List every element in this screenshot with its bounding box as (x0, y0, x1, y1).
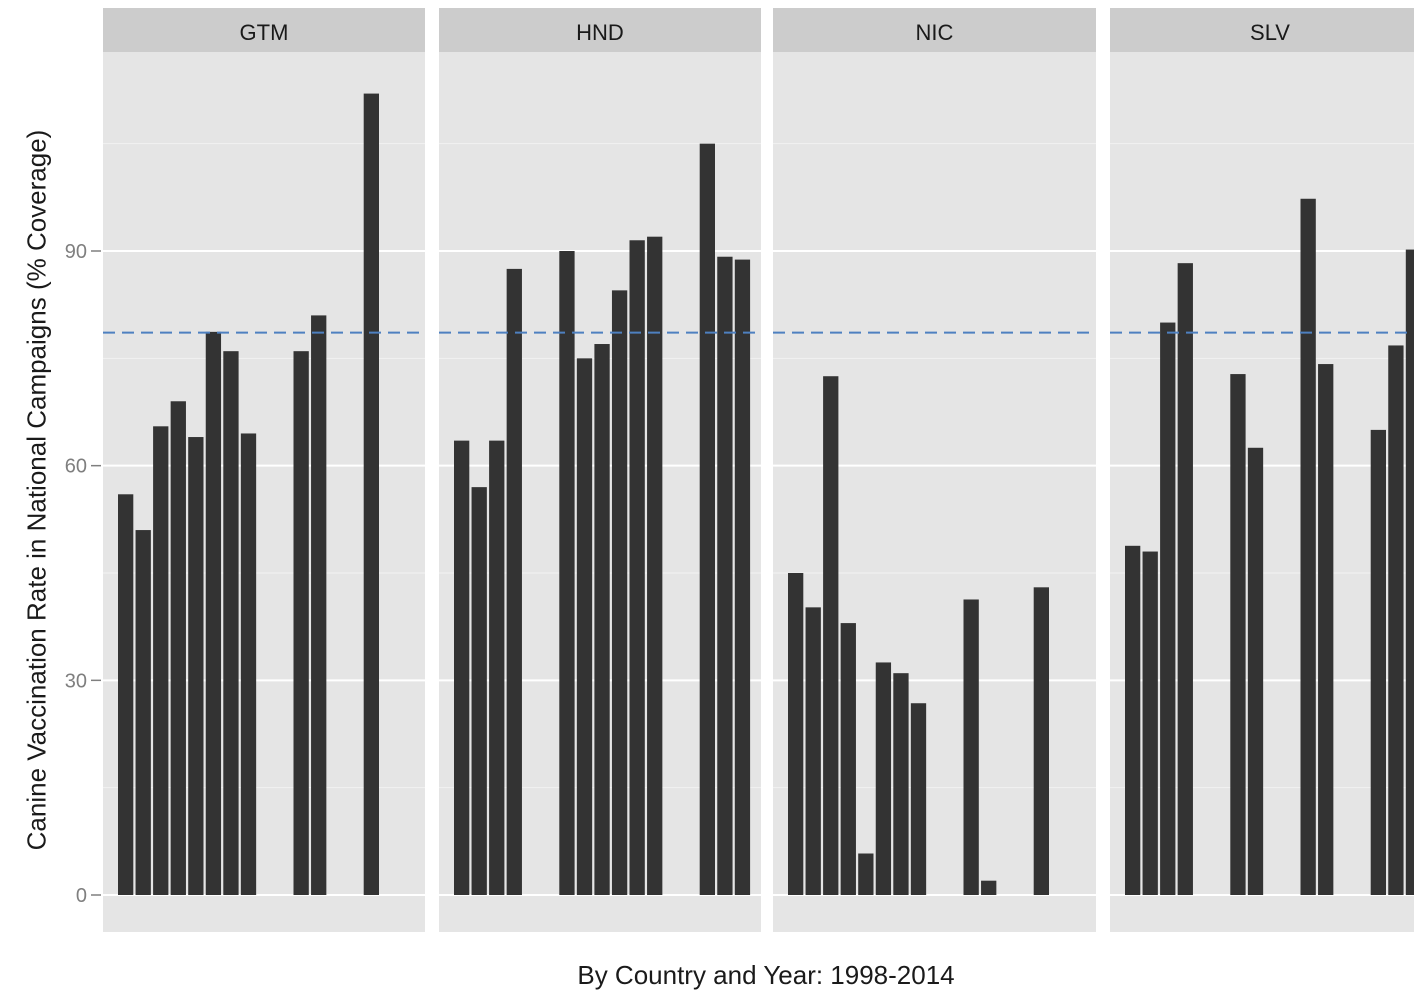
bar-slv-2004 (1230, 374, 1246, 895)
bar-slv-2013 (1388, 345, 1404, 895)
bar-nic-2012 (1033, 587, 1049, 895)
bar-slv-2005 (1247, 447, 1264, 895)
bar-slv-2000 (1160, 322, 1176, 895)
bar-nic-2001 (840, 623, 856, 895)
bar-hnd-2014 (734, 259, 751, 895)
bar-nic-2000 (823, 376, 839, 895)
bar-nic-1999 (805, 607, 821, 895)
facet-strip-gtm (103, 8, 425, 52)
bar-slv-1998 (1125, 545, 1141, 895)
bar-hnd-2007 (611, 290, 628, 895)
bar-slv-2008 (1300, 198, 1316, 895)
bar-gtm-1999 (135, 530, 151, 895)
facet-label-nic: NIC (916, 20, 954, 45)
bar-hnd-2004 (559, 251, 575, 895)
bar-gtm-2003 (205, 331, 222, 895)
facet-label-gtm: GTM (240, 20, 289, 45)
bar-gtm-2001 (170, 401, 186, 895)
bar-nic-2003 (875, 662, 892, 895)
bar-slv-1999 (1142, 551, 1158, 895)
bar-gtm-2009 (311, 315, 327, 895)
bar-slv-2009 (1318, 364, 1334, 896)
bar-hnd-1998 (454, 440, 470, 895)
bar-hnd-2013 (717, 256, 733, 895)
y-tick-label: 60 (65, 456, 87, 478)
x-axis-label: By Country and Year: 1998-2014 (577, 960, 955, 990)
y-axis-label-container: Canine Vaccination Rate in National Camp… (0, 0, 60, 972)
bar-nic-2009 (981, 880, 997, 895)
bar-hnd-2006 (594, 344, 610, 895)
bar-nic-2002 (858, 853, 874, 895)
bar-gtm-2012 (363, 93, 379, 896)
facet-label-hnd: HND (576, 20, 624, 45)
bar-hnd-1999 (471, 487, 487, 895)
facet-strip-hnd (439, 8, 761, 52)
facet-label-slv: SLV (1250, 20, 1290, 45)
bar-slv-2014 (1405, 249, 1414, 895)
facet-strip-slv (1110, 8, 1414, 52)
bar-hnd-2009 (647, 236, 663, 895)
bar-slv-2001 (1177, 263, 1193, 896)
bar-nic-2008 (963, 599, 979, 895)
bar-nic-2005 (910, 703, 927, 895)
bar-gtm-2008 (293, 351, 309, 896)
y-tick-label: 90 (65, 241, 87, 263)
bar-hnd-2005 (576, 358, 593, 895)
y-tick-label: 0 (76, 885, 87, 907)
bar-gtm-2004 (223, 351, 239, 896)
y-axis-label: Canine Vaccination Rate in National Camp… (21, 129, 52, 851)
bar-hnd-2012 (699, 143, 715, 895)
bar-hnd-2001 (506, 268, 522, 895)
bar-slv-2012 (1370, 429, 1386, 895)
bar-hnd-2000 (489, 440, 505, 895)
bar-nic-2004 (893, 673, 909, 895)
y-tick-label: 30 (65, 670, 87, 692)
bar-gtm-1998 (118, 494, 134, 895)
bar-gtm-2002 (188, 437, 204, 895)
bar-nic-1998 (788, 573, 804, 895)
facet-strip-nic (773, 8, 1096, 52)
bar-gtm-2000 (153, 426, 169, 895)
bar-gtm-2005 (240, 433, 257, 895)
bar-hnd-2008 (629, 240, 645, 895)
